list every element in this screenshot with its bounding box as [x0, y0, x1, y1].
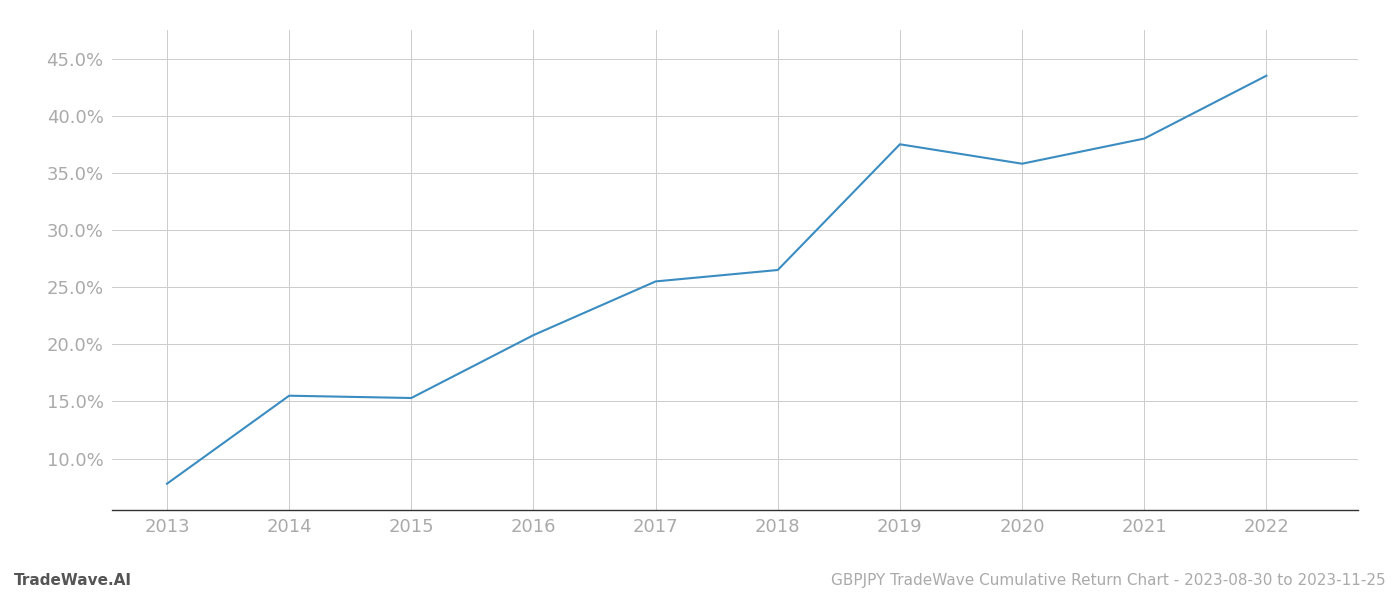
Text: TradeWave.AI: TradeWave.AI [14, 573, 132, 588]
Text: GBPJPY TradeWave Cumulative Return Chart - 2023-08-30 to 2023-11-25: GBPJPY TradeWave Cumulative Return Chart… [832, 573, 1386, 588]
